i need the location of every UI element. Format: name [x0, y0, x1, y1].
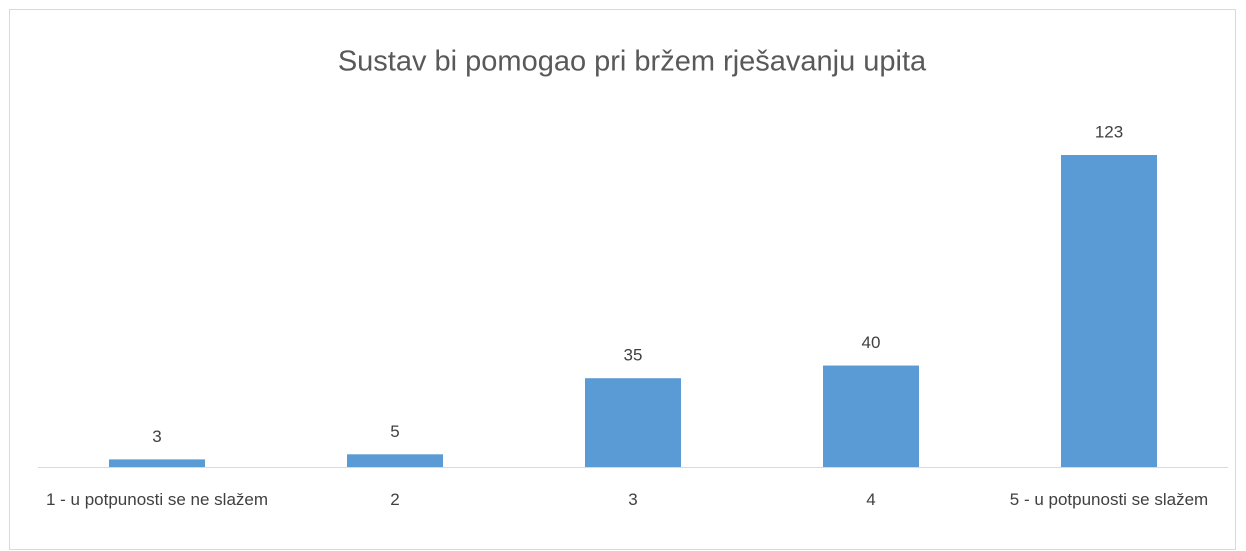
bar — [1061, 155, 1157, 467]
x-tick-label-box: 1 - u potpunosti se ne slažem — [45, 490, 269, 509]
bar — [585, 378, 681, 467]
x-tick-label: 2 — [390, 490, 400, 509]
x-tick-label-box: 4 — [866, 490, 876, 509]
data-label: 35 — [624, 346, 643, 365]
data-label: 123 — [1095, 122, 1123, 141]
x-tick-label-box: 5 - u potpunosti se slažem — [1009, 490, 1209, 509]
x-tick-label-box: 3 — [628, 490, 638, 509]
x-tick-label: 5 - u potpunosti se slažem — [1009, 490, 1209, 509]
data-label: 3 — [152, 427, 161, 446]
bar — [109, 459, 205, 467]
data-label: 5 — [390, 422, 399, 441]
x-tick-label: 1 - u potpunosti se ne slažem — [45, 490, 269, 509]
x-tick-label-box: 2 — [390, 490, 400, 509]
chart-border — [9, 9, 1236, 550]
x-tick-label: 4 — [866, 490, 876, 509]
x-tick-label: 3 — [628, 490, 638, 509]
data-label: 40 — [862, 333, 881, 352]
bar — [347, 454, 443, 467]
bar — [823, 365, 919, 467]
chart-title: Sustav bi pomogao pri bržem rješavanju u… — [338, 46, 927, 78]
